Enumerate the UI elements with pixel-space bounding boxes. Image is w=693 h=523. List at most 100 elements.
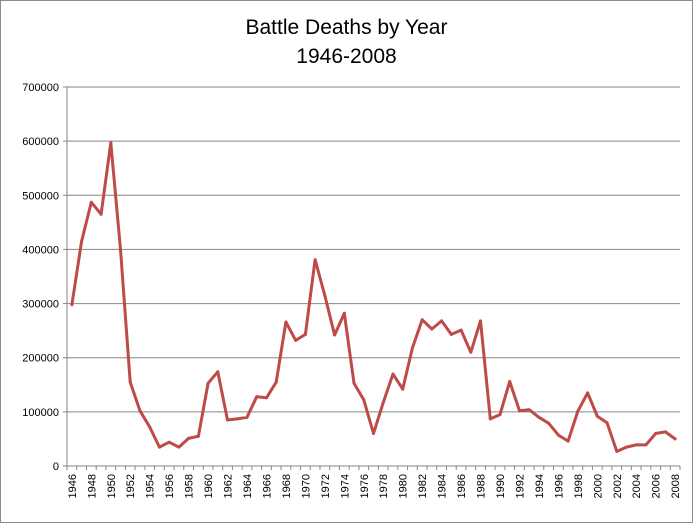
data-point — [235, 417, 239, 421]
data-point — [401, 387, 405, 391]
x-tick-label: 1994 — [534, 474, 546, 498]
x-tick-label: 2002 — [612, 474, 624, 498]
data-point — [673, 437, 677, 441]
chart-title: Battle Deaths by Year 1946-2008 — [1, 13, 692, 71]
x-tick-label: 1968 — [281, 474, 293, 498]
data-point — [284, 320, 288, 324]
x-tick-label: 1988 — [476, 474, 488, 498]
data-point — [206, 381, 210, 385]
data-point — [226, 418, 229, 422]
data-point — [323, 293, 327, 297]
x-tick-label: 1956 — [164, 474, 176, 498]
x-tick-label: 1966 — [261, 474, 273, 498]
data-point — [245, 415, 249, 419]
data-point — [615, 449, 619, 453]
x-tick-label: 2000 — [592, 474, 604, 498]
data-point — [128, 380, 132, 384]
data-point — [119, 247, 122, 251]
x-tick-label: 2008 — [670, 474, 682, 498]
data-point — [410, 346, 414, 350]
x-tick-label: 1986 — [456, 474, 468, 498]
data-point — [634, 443, 638, 447]
data-point — [518, 409, 521, 413]
data-point — [488, 417, 492, 421]
data-point — [391, 372, 395, 376]
x-tick-label: 1958 — [184, 474, 196, 498]
x-tick-label: 1954 — [145, 474, 157, 498]
data-point — [196, 434, 200, 438]
x-tick-label: 1950 — [106, 474, 118, 498]
y-tick-label: 100000 — [22, 407, 59, 419]
data-point — [644, 443, 648, 447]
data-point — [352, 381, 356, 385]
chart-title-line-1: Battle Deaths by Year — [245, 16, 448, 39]
data-point — [372, 432, 375, 435]
y-tick-label: 700000 — [22, 82, 59, 94]
data-point — [216, 370, 220, 374]
data-point — [362, 398, 366, 402]
data-point — [440, 319, 444, 323]
y-tick-label: 0 — [53, 461, 59, 473]
data-point — [595, 414, 599, 418]
x-tick-label: 1974 — [339, 474, 351, 498]
x-tick-label: 1972 — [320, 474, 332, 498]
data-point — [274, 380, 278, 384]
data-point — [586, 391, 590, 395]
data-point — [99, 212, 103, 216]
series-line — [70, 141, 677, 453]
data-point — [605, 421, 609, 425]
data-point — [187, 436, 191, 440]
x-tick-label: 1960 — [203, 474, 215, 498]
data-point — [303, 332, 307, 336]
data-point — [537, 415, 541, 419]
data-point — [576, 409, 580, 413]
x-tick-label: 2004 — [631, 474, 643, 498]
data-point — [70, 303, 74, 307]
data-point — [654, 432, 658, 435]
x-tick-label: 1970 — [300, 474, 312, 498]
x-tick-label: 1948 — [86, 474, 98, 498]
x-tick-label: 1976 — [359, 474, 371, 498]
x-tick-label: 1996 — [553, 474, 565, 498]
y-tick-label: 400000 — [22, 244, 59, 256]
data-point — [498, 413, 502, 417]
data-point — [459, 328, 463, 332]
x-tick-label: 1984 — [437, 474, 449, 498]
data-point — [89, 200, 93, 204]
x-tick-label: 1980 — [398, 474, 410, 498]
x-tick-label: 1946 — [67, 474, 79, 498]
y-tick-label: 200000 — [22, 353, 59, 365]
data-point — [342, 311, 346, 315]
x-tick-label: 1962 — [223, 474, 235, 498]
data-point — [430, 327, 434, 331]
data-point — [420, 318, 424, 322]
y-tick-label: 500000 — [22, 190, 59, 202]
data-point — [625, 445, 628, 449]
y-tick-label: 600000 — [22, 136, 59, 148]
data-point — [313, 258, 317, 262]
y-tick-label: 300000 — [22, 299, 59, 311]
data-point — [547, 421, 551, 425]
data-point — [527, 408, 531, 412]
data-point — [663, 430, 667, 434]
x-tick-label: 1964 — [242, 474, 254, 498]
data-point — [177, 445, 181, 449]
data-point — [255, 395, 259, 399]
data-point — [566, 439, 570, 443]
x-tick-label: 1992 — [514, 474, 526, 498]
x-tick-label: 2006 — [651, 474, 663, 498]
x-tick-label: 1998 — [573, 474, 585, 498]
data-point — [469, 350, 473, 354]
data-point — [167, 440, 171, 444]
data-point — [449, 332, 453, 336]
data-point — [381, 401, 385, 405]
data-point — [556, 433, 560, 437]
data-point — [508, 380, 512, 383]
data-point — [333, 333, 337, 337]
chart-title-line-2: 1946-2008 — [296, 45, 397, 68]
data-point — [138, 409, 142, 413]
data-point — [479, 319, 482, 323]
data-point — [148, 425, 152, 429]
